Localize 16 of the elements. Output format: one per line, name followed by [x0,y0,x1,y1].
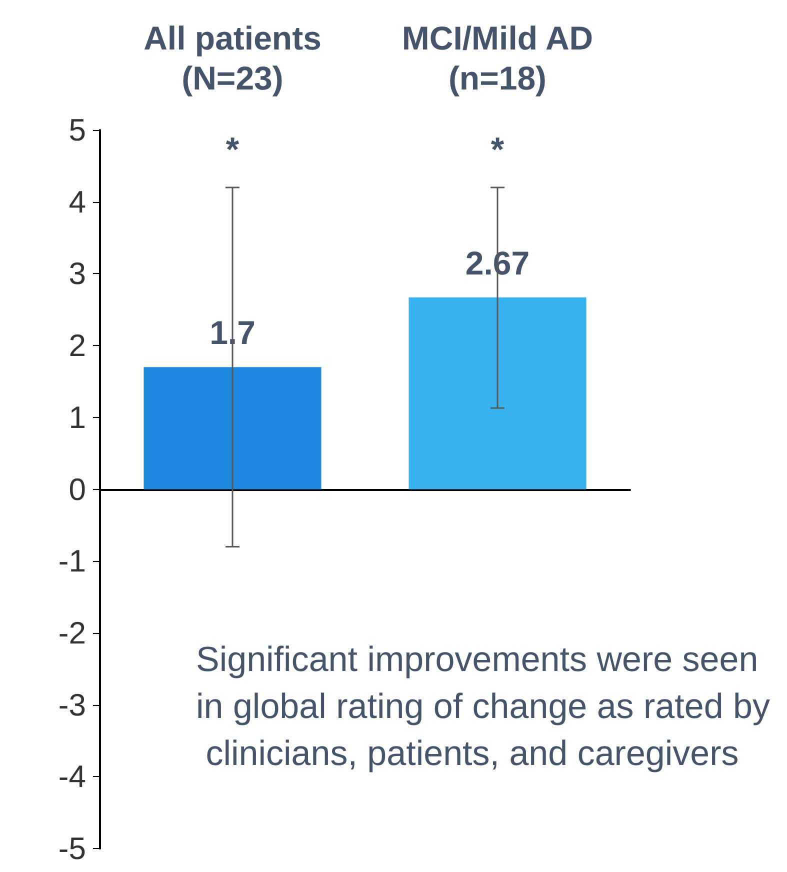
y-tick-label: -5 [58,831,86,866]
annotation: Significant improvements were seen in global rating of change as rated by clinicians, patients, and caregivers [196,640,770,773]
y-tick-label: 2 [68,328,86,364]
y-tick-label: 5 [68,112,86,148]
annotation: * [226,131,240,169]
x-tick-label: All patients (N=23) [144,20,322,96]
y-tick-label: 0 [68,472,86,507]
annotation: * [490,131,505,169]
y-tick-label: 1 [68,400,86,435]
y-tick-label: -3 [58,687,86,722]
y-tick-label: 4 [68,184,86,220]
x-tick-label: MCI/Mild AD (n=18) [402,20,594,96]
y-tick-label: -1 [58,544,86,579]
y-tick-label: -4 [58,759,86,794]
y-tick-label: -2 [58,615,86,650]
y-tick-label: 3 [68,256,86,292]
